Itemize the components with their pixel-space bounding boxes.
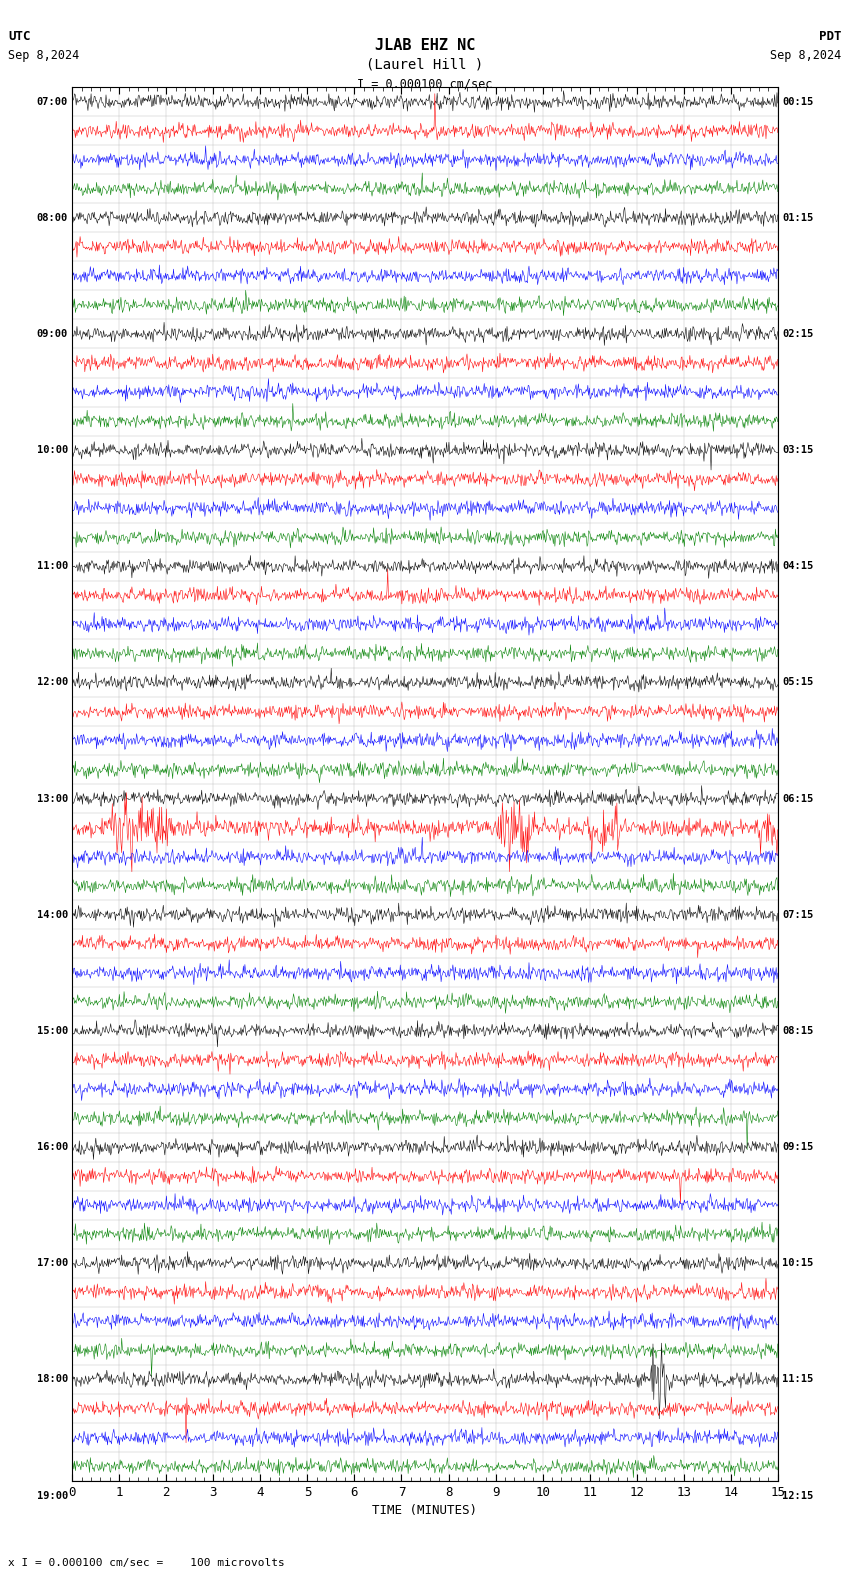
Text: 06:15: 06:15 <box>782 794 813 803</box>
Text: PDT: PDT <box>819 30 842 43</box>
Text: 14:00: 14:00 <box>37 909 68 920</box>
Text: UTC: UTC <box>8 30 31 43</box>
Text: 11:15: 11:15 <box>782 1375 813 1384</box>
Text: 07:00: 07:00 <box>37 97 68 106</box>
Text: I = 0.000100 cm/sec: I = 0.000100 cm/sec <box>357 78 493 90</box>
Text: 10:00: 10:00 <box>37 445 68 455</box>
Text: Sep 8,2024: Sep 8,2024 <box>8 49 80 62</box>
Text: 02:15: 02:15 <box>782 329 813 339</box>
Text: 08:15: 08:15 <box>782 1026 813 1036</box>
Text: 09:00: 09:00 <box>37 329 68 339</box>
Text: x I = 0.000100 cm/sec =    100 microvolts: x I = 0.000100 cm/sec = 100 microvolts <box>8 1559 286 1568</box>
Text: 12:00: 12:00 <box>37 678 68 687</box>
Text: 04:15: 04:15 <box>782 561 813 572</box>
Text: 01:15: 01:15 <box>782 212 813 223</box>
Text: (Laurel Hill ): (Laurel Hill ) <box>366 57 484 71</box>
Text: 03:15: 03:15 <box>782 445 813 455</box>
Text: 07:15: 07:15 <box>782 909 813 920</box>
Text: 10:15: 10:15 <box>782 1258 813 1269</box>
Text: 11:00: 11:00 <box>37 561 68 572</box>
Text: 12:15: 12:15 <box>782 1491 813 1500</box>
Text: JLAB EHZ NC: JLAB EHZ NC <box>375 38 475 52</box>
Text: 16:00: 16:00 <box>37 1142 68 1152</box>
Text: 15:00: 15:00 <box>37 1026 68 1036</box>
Text: 18:00: 18:00 <box>37 1375 68 1384</box>
Text: 13:00: 13:00 <box>37 794 68 803</box>
X-axis label: TIME (MINUTES): TIME (MINUTES) <box>372 1505 478 1517</box>
Text: 09:15: 09:15 <box>782 1142 813 1152</box>
Text: 08:00: 08:00 <box>37 212 68 223</box>
Text: Sep 8,2024: Sep 8,2024 <box>770 49 842 62</box>
Text: 17:00: 17:00 <box>37 1258 68 1269</box>
Text: 00:15: 00:15 <box>782 97 813 106</box>
Text: 19:00: 19:00 <box>37 1491 68 1500</box>
Text: 05:15: 05:15 <box>782 678 813 687</box>
